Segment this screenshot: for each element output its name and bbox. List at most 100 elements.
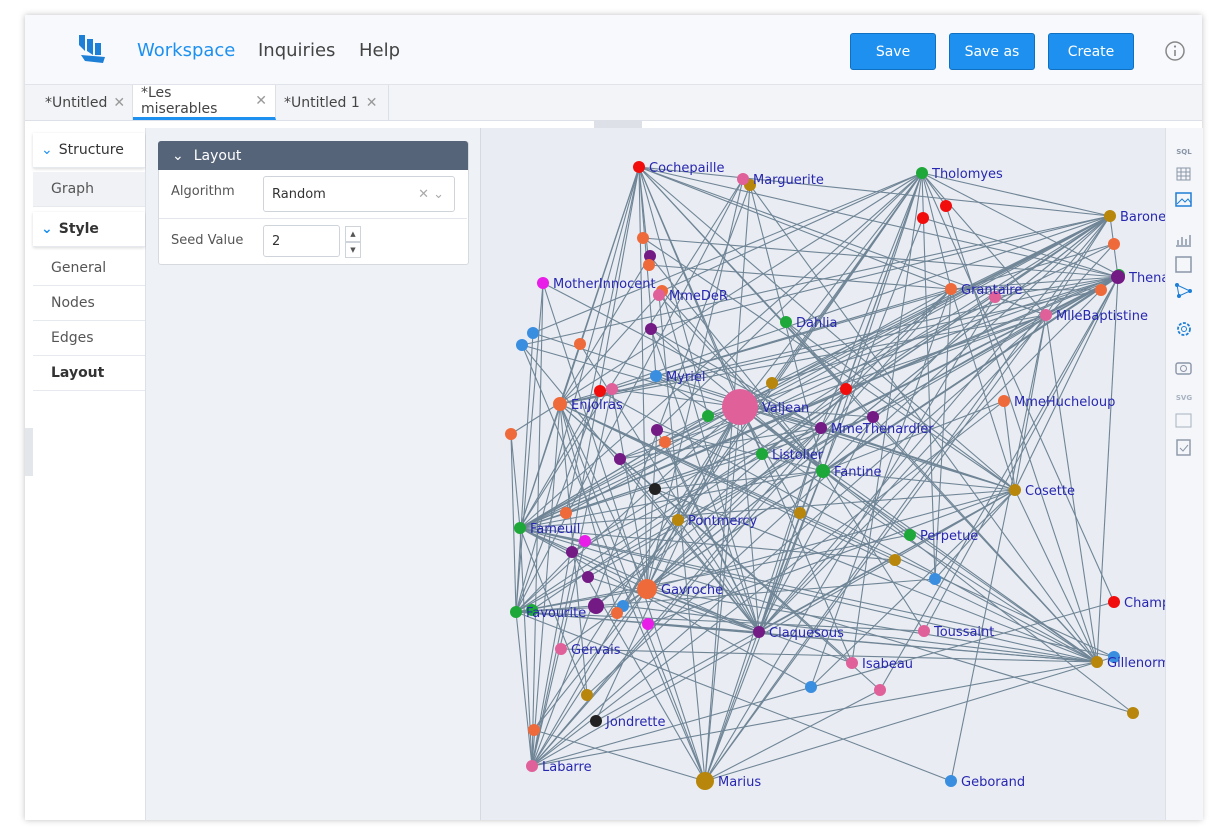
- node-label: Thena: [1128, 271, 1165, 286]
- graph-edge: [739, 406, 1098, 663]
- svg-icon[interactable]: SVG: [1176, 394, 1192, 402]
- graph-edge: [704, 184, 751, 782]
- tab-label: *Les miserables: [141, 85, 218, 117]
- sidebar-section[interactable]: ⌄ Structure: [33, 133, 145, 168]
- graph-node: [637, 579, 657, 599]
- nav-link[interactable]: Workspace: [137, 40, 236, 61]
- sidebar-item[interactable]: Nodes: [33, 286, 145, 321]
- graph-edge: [542, 282, 706, 782]
- graph-edge: [515, 611, 1098, 663]
- spin-up[interactable]: ▲: [345, 226, 361, 242]
- graph-edge: [521, 215, 1111, 346]
- field-label: Seed Value: [171, 233, 244, 248]
- divider: [159, 218, 467, 219]
- graph-edge: [531, 314, 1047, 767]
- graph-edge: [531, 403, 561, 767]
- tab[interactable]: *Untitled ✕: [37, 85, 133, 120]
- graph-edge: [950, 288, 1016, 491]
- info-icon[interactable]: [1164, 40, 1186, 62]
- graph-edge: [616, 172, 923, 614]
- tab-active[interactable]: *Les miserables ✕: [133, 85, 276, 120]
- graph-edge: [559, 314, 1047, 405]
- graph-edge: [519, 527, 896, 561]
- sql-icon[interactable]: SQL: [1176, 148, 1192, 156]
- graph-node: [590, 715, 602, 727]
- graph-edge: [646, 427, 822, 590]
- sidebar-section[interactable]: ⌄ Style: [33, 212, 145, 247]
- node-label: Isabeau: [862, 657, 913, 672]
- graph-edge: [739, 172, 923, 408]
- graph-node: [756, 448, 768, 460]
- collapse-handle[interactable]: [594, 121, 642, 128]
- spin-down[interactable]: ▼: [345, 242, 361, 258]
- graph-edge: [921, 172, 947, 207]
- sidebar-item[interactable]: Graph: [33, 172, 145, 207]
- tab[interactable]: *Untitled 1 ✕: [276, 85, 389, 120]
- node-label: Enjolras: [571, 398, 623, 413]
- graph-edge: [704, 427, 822, 782]
- nav-link[interactable]: Inquiries: [258, 40, 336, 61]
- graph-node: [526, 760, 538, 772]
- graph-node: [651, 424, 663, 436]
- graph-edge: [647, 489, 1016, 625]
- graph-edge: [654, 470, 824, 490]
- graph-node: [737, 173, 749, 185]
- graph-node: [805, 681, 817, 693]
- graph-edge: [519, 172, 923, 529]
- graph-edge: [822, 172, 923, 472]
- graph-edge: [704, 689, 881, 782]
- graph-edge: [1014, 489, 1098, 663]
- graph-edge: [646, 588, 853, 664]
- graph-node: [940, 200, 952, 212]
- graph-edge: [704, 656, 1115, 782]
- graph-canvas[interactable]: Cochepaille Marguerite Tholomyes Barone Then…: [481, 128, 1165, 820]
- graph-node: [594, 385, 606, 397]
- graph-edge: [519, 527, 760, 633]
- graph-node: [989, 291, 1001, 303]
- graph-edge: [559, 276, 1119, 405]
- graph-edge: [519, 527, 1115, 658]
- graph-edge: [921, 172, 1111, 217]
- node-label: Jondrette: [605, 715, 666, 730]
- graph-edge: [822, 470, 1134, 714]
- graph-edge: [532, 172, 923, 334]
- algorithm-select[interactable]: Random ✕ ⌄: [263, 176, 455, 212]
- graph-edge: [771, 276, 1119, 384]
- node-label: MmeHucheloup: [1014, 395, 1115, 410]
- graph-node: [815, 422, 827, 434]
- node-label: MlleBaptistine: [1056, 309, 1148, 324]
- create-button[interactable]: Create: [1048, 33, 1134, 70]
- sidebar-item[interactable]: General: [33, 251, 145, 286]
- graph-node: [644, 250, 656, 262]
- graph-edge: [510, 433, 517, 613]
- panel-header[interactable]: ⌄ Layout: [158, 141, 468, 170]
- graph-edge: [994, 276, 1119, 298]
- seed-input[interactable]: 2: [263, 225, 340, 257]
- field-label: Algorithm: [171, 184, 235, 199]
- graph-edge: [587, 314, 1047, 578]
- graph-edge: [531, 601, 1115, 767]
- graph-node: [560, 507, 572, 519]
- graph-node: [916, 167, 928, 179]
- graph-node: [510, 606, 522, 618]
- node-label: Gillenorm: [1107, 656, 1165, 671]
- graph-edge: [565, 166, 640, 514]
- save-as-button[interactable]: Save as: [949, 33, 1035, 70]
- graph-node: [918, 625, 930, 637]
- sidebar-item[interactable]: Layout: [33, 356, 145, 391]
- nav-link[interactable]: Help: [359, 40, 401, 61]
- node-label: MmeThenardier: [831, 422, 934, 437]
- graph-edge: [642, 237, 1016, 491]
- graph-node: [645, 323, 657, 335]
- graph-edge: [638, 166, 952, 290]
- node-label: Dahlia: [796, 316, 837, 331]
- graph-edge: [515, 178, 744, 613]
- graph-edge: [531, 184, 751, 767]
- graph-edge: [661, 290, 760, 633]
- node-label: Tholomyes: [931, 167, 1003, 182]
- sidebar-toggle[interactable]: [25, 428, 33, 476]
- graph-edge: [934, 288, 952, 580]
- sidebar-item[interactable]: Edges: [33, 321, 145, 356]
- save-button[interactable]: Save: [850, 33, 936, 70]
